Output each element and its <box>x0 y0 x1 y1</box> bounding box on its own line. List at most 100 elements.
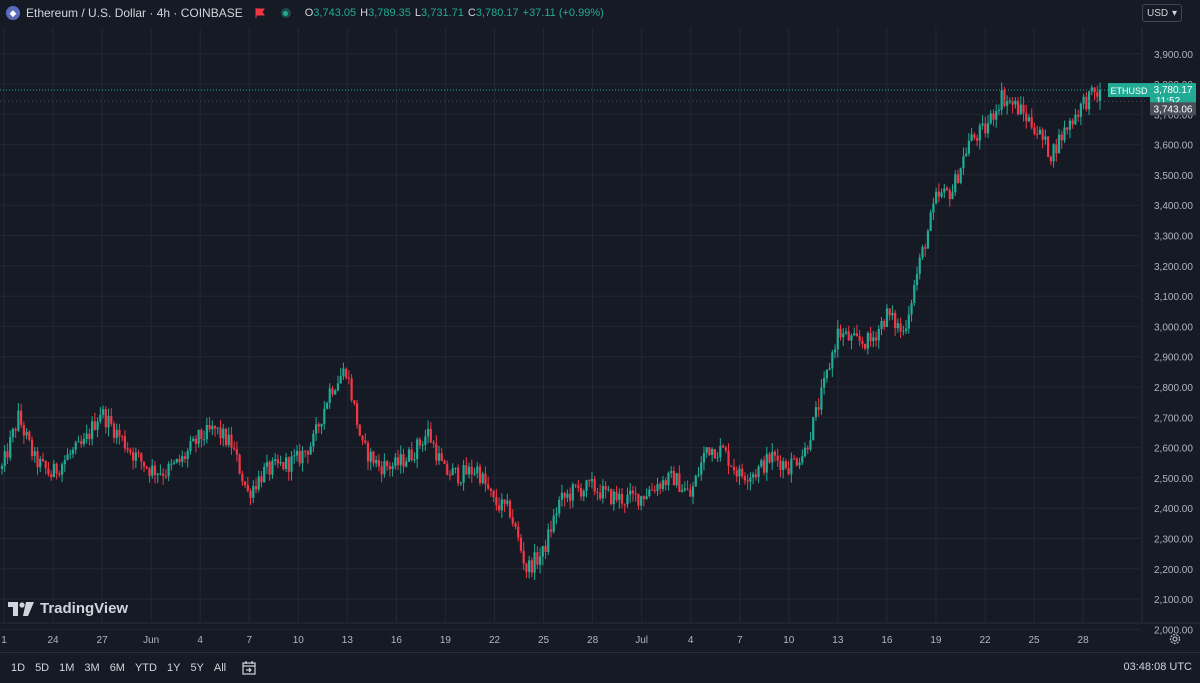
candle-body <box>626 494 629 505</box>
market-status-icon[interactable] <box>280 8 291 18</box>
candle-body <box>205 425 208 440</box>
candle-body <box>39 458 42 468</box>
candle-body <box>547 529 550 552</box>
candle-body <box>790 458 793 475</box>
candle-body <box>6 451 9 458</box>
candle-body <box>265 461 269 467</box>
candle-body <box>1079 103 1082 117</box>
candle-body <box>1055 144 1058 154</box>
candle-body <box>9 437 12 458</box>
x-tick-label: 19 <box>440 635 452 646</box>
range-5y-button[interactable]: 5Y <box>190 662 204 674</box>
candle-body <box>694 475 697 487</box>
range-3m-button[interactable]: 3M <box>84 662 100 674</box>
candle-body <box>282 462 285 470</box>
candle-body <box>238 454 241 474</box>
candle-body <box>828 368 831 370</box>
x-tick-label: 10 <box>783 635 795 646</box>
candle-body <box>1044 136 1047 140</box>
candle-body <box>421 444 424 446</box>
candle-body <box>446 463 449 475</box>
candle-body <box>517 526 520 538</box>
candle-body <box>973 134 976 139</box>
ohlc-high-value: 3,789.35 <box>368 7 411 19</box>
y-tick-label: 3,100.00 <box>1154 292 1193 303</box>
candle-body <box>954 174 957 193</box>
candle-body <box>339 376 342 384</box>
candle-body <box>569 493 572 501</box>
candle-body <box>877 328 880 341</box>
candle-body <box>369 451 372 462</box>
candle-body <box>1008 100 1011 102</box>
candle-body <box>1077 114 1080 117</box>
candle-body <box>681 490 684 492</box>
candle-body <box>1082 96 1085 104</box>
candle-body <box>697 474 700 476</box>
candle-body <box>672 470 676 486</box>
candle-body <box>358 424 361 436</box>
candle-body <box>1025 113 1028 122</box>
range-1y-button[interactable]: 1Y <box>166 662 181 674</box>
candle-body <box>189 441 192 452</box>
x-tick-label: 16 <box>881 635 893 646</box>
candle-body <box>519 537 523 551</box>
candle-body <box>377 460 381 467</box>
tradingview-logo[interactable]: TradingView <box>8 600 128 617</box>
candle-body <box>489 488 493 491</box>
candle-body <box>1063 127 1066 141</box>
candle-body <box>241 473 244 482</box>
gear-icon[interactable] <box>1168 632 1182 646</box>
symbol-title[interactable]: Ethereum / U.S. Dollar · 4h · COINBASE <box>26 6 243 20</box>
candle-body <box>962 156 965 169</box>
candle-body <box>85 433 88 440</box>
candle-body <box>907 314 910 329</box>
candle-body <box>640 496 643 506</box>
candle-body <box>1049 156 1052 162</box>
candle-body <box>975 138 979 141</box>
candle-body <box>279 462 282 464</box>
range-ytd-button[interactable]: YTD <box>134 662 157 674</box>
chart-header: ◆ Ethereum / U.S. Dollar · 4h · COINBASE… <box>0 0 1146 26</box>
candle-body <box>735 470 738 477</box>
ohlc-open-value: 3,743.05 <box>313 7 357 19</box>
y-tick-label: 3,300.00 <box>1154 232 1193 243</box>
open-price-label-bg <box>1150 102 1196 116</box>
currency-select[interactable]: USD ▾ <box>1142 4 1182 22</box>
range-6m-button[interactable]: 6M <box>109 662 125 674</box>
candle-body <box>806 447 809 450</box>
candle-body <box>945 188 949 191</box>
candle-body <box>28 431 31 440</box>
ohlc-open-label: O <box>304 7 314 19</box>
calendar-goto-icon[interactable] <box>241 660 257 676</box>
candle-body <box>325 402 329 409</box>
candle-body <box>407 449 411 462</box>
candle-body <box>574 484 577 486</box>
candle-body <box>555 513 558 516</box>
range-all-button[interactable]: All <box>213 662 227 674</box>
clock-utc[interactable]: 03:48:08 UTC <box>1123 661 1192 673</box>
candle-body <box>345 368 348 378</box>
candle-body <box>997 109 1001 112</box>
candle-body <box>233 447 236 450</box>
range-1d-button[interactable]: 1D <box>11 662 26 674</box>
y-tick-label: 2,000.00 <box>1154 625 1193 636</box>
candle-body <box>670 470 673 473</box>
candle-body <box>260 476 263 483</box>
candle-body <box>792 458 796 460</box>
candle-body <box>197 429 200 444</box>
candle-body <box>1014 100 1017 105</box>
candle-body <box>208 425 211 430</box>
candle-body <box>850 335 853 341</box>
flag-icon[interactable] <box>255 8 265 18</box>
candle-body <box>459 482 462 484</box>
range-1m-button[interactable]: 1M <box>59 662 75 674</box>
candle-body <box>257 476 260 490</box>
y-tick-label: 3,400.00 <box>1154 201 1193 212</box>
candle-body <box>213 425 217 429</box>
price-chart[interactable]: 3,900.003,800.003,700.003,600.003,500.00… <box>0 0 1200 653</box>
x-tick-label: 25 <box>1028 635 1040 646</box>
x-tick-label: 4 <box>197 635 203 646</box>
candle-body <box>530 560 533 573</box>
candle-body <box>315 424 318 434</box>
range-5d-button[interactable]: 5D <box>35 662 50 674</box>
